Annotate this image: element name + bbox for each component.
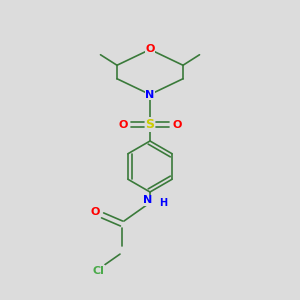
Text: O: O <box>118 119 128 130</box>
Text: N: N <box>143 195 152 206</box>
Text: S: S <box>146 118 154 131</box>
Text: Cl: Cl <box>92 266 104 276</box>
Text: H: H <box>160 197 168 208</box>
Text: O: O <box>172 119 182 130</box>
Text: O: O <box>145 44 155 55</box>
Text: O: O <box>90 207 100 217</box>
Text: N: N <box>146 89 154 100</box>
